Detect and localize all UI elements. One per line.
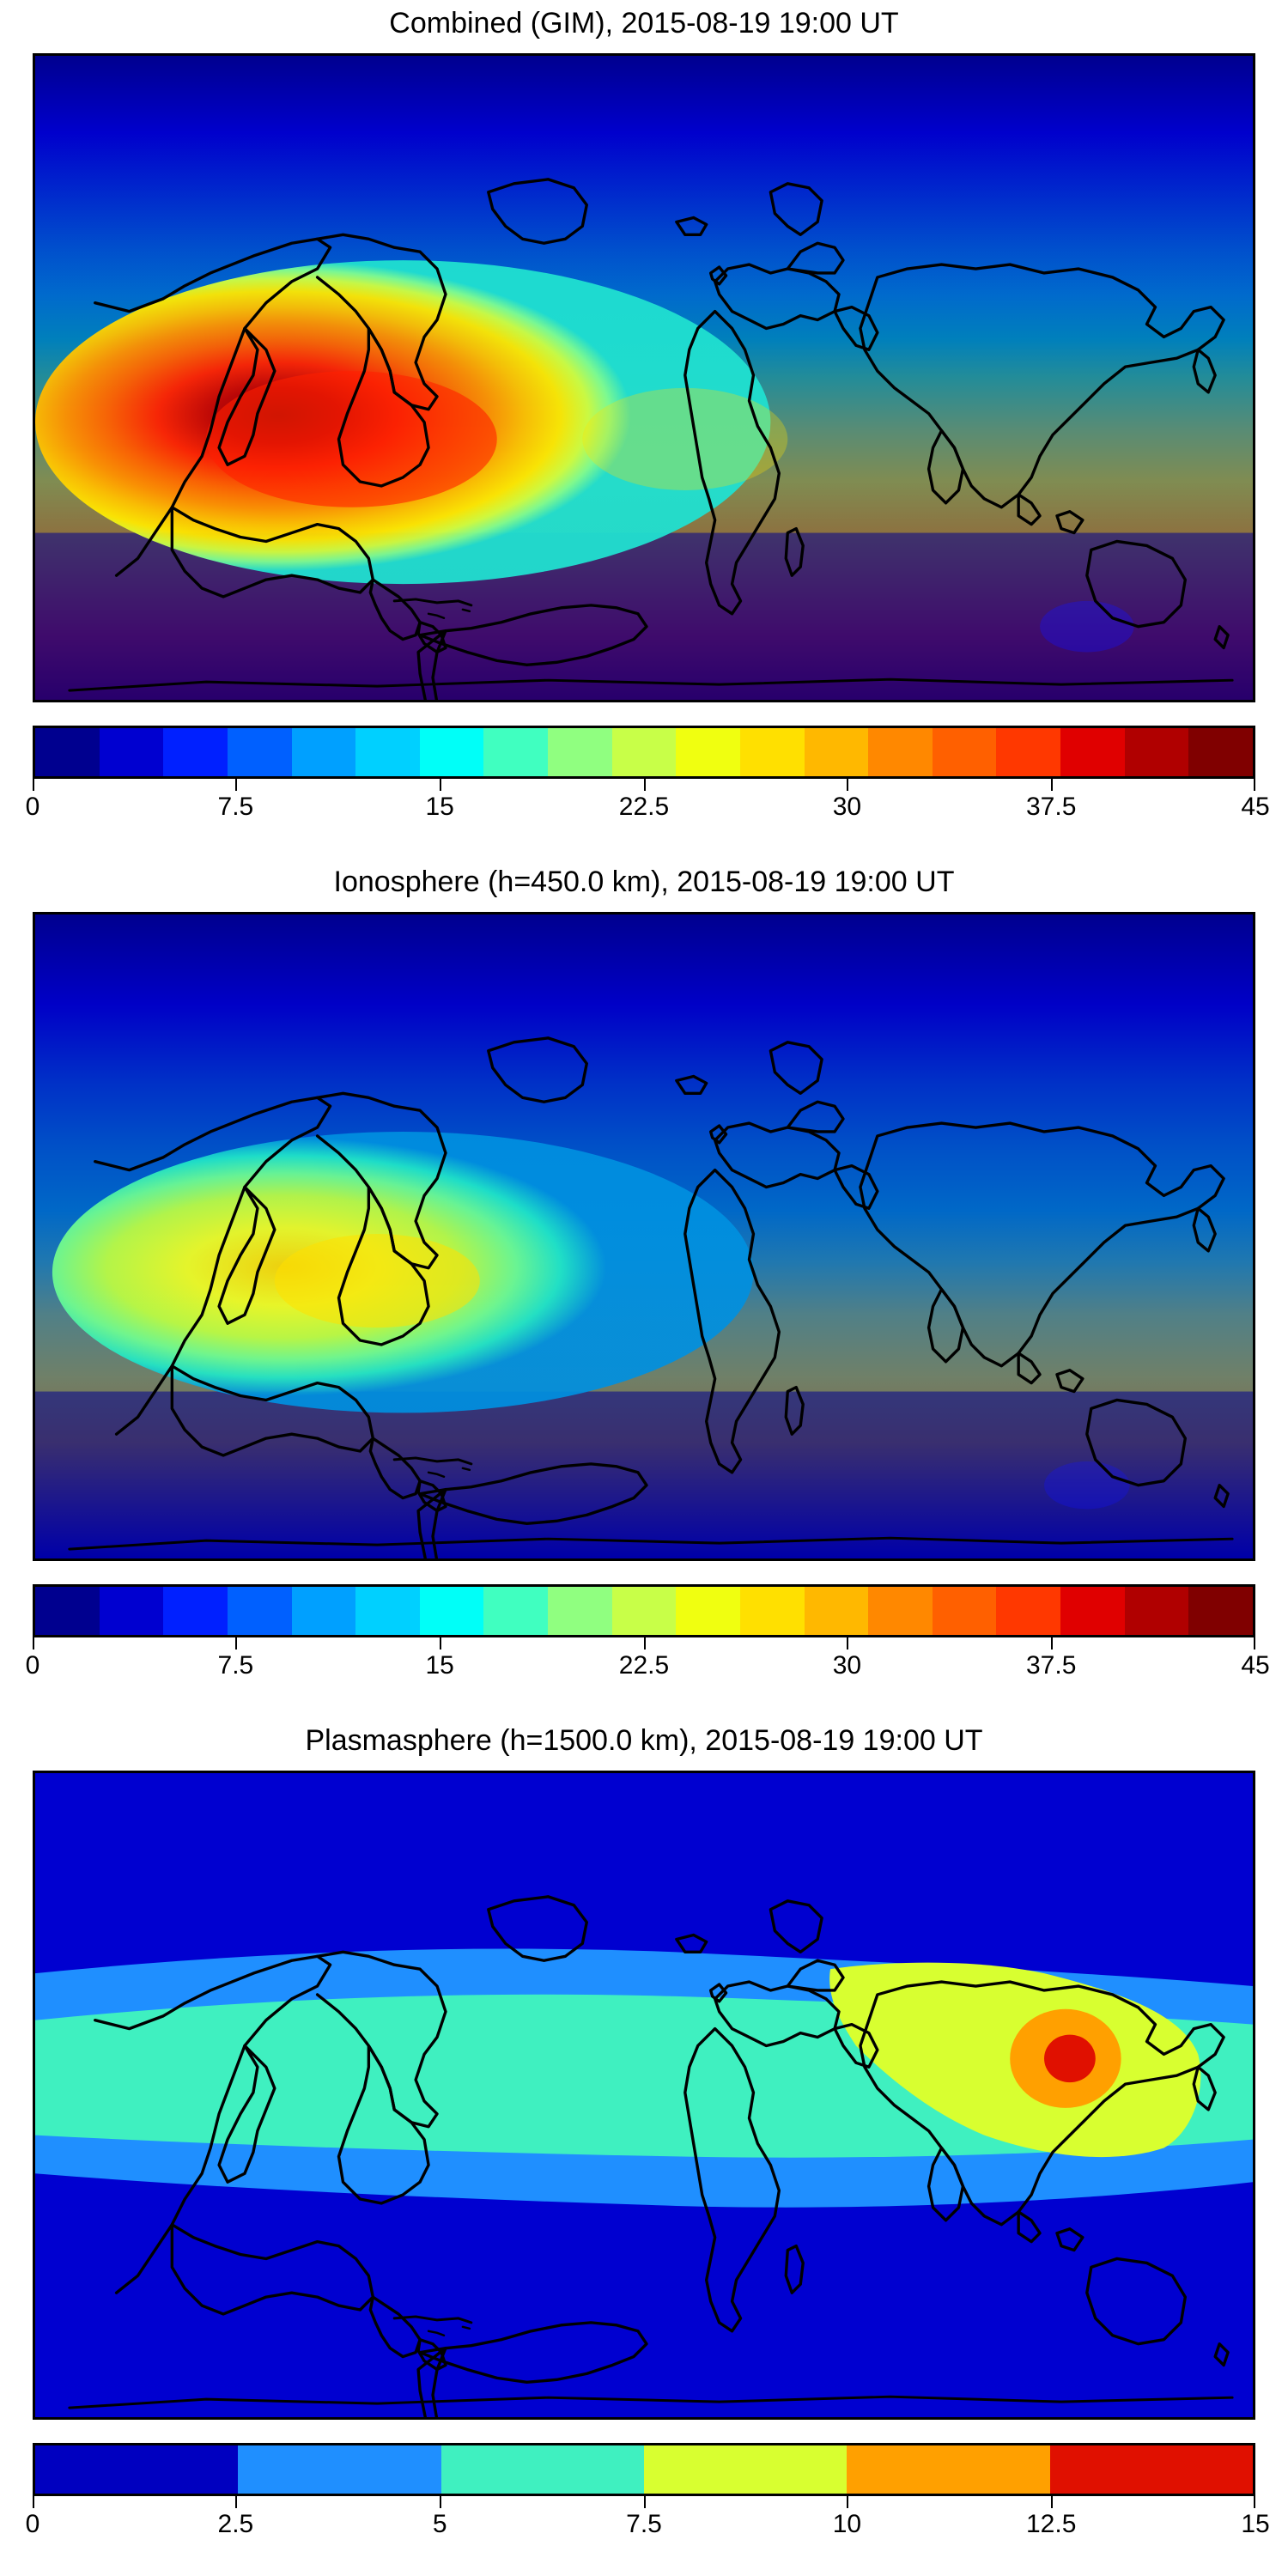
colorbar-ticks-combined	[33, 779, 1255, 791]
panel-title-combined: Combined (GIM), 2015-08-19 19:00 UT	[0, 7, 1288, 40]
colorbar-combined[interactable]: 0 7.5 15 22.5 30 37.5 45	[33, 726, 1255, 830]
colorbar-gradient-combined	[33, 726, 1255, 779]
triple-map-figure: { "panels": [ { "id": "combined", "title…	[0, 0, 1288, 2576]
colorbar-labels-ionosphere: 0 7.5 15 22.5 30 37.5 45	[33, 1649, 1255, 1689]
colorbar-labels-combined: 0 7.5 15 22.5 30 37.5 45	[33, 791, 1255, 830]
colorbar-ticks-plasmasphere	[33, 2496, 1255, 2508]
colorbar-ionosphere[interactable]: 0 7.5 15 22.5 30 37.5 45	[33, 1584, 1255, 1689]
panel-title-plasmasphere: Plasmasphere (h=1500.0 km), 2015-08-19 1…	[0, 1724, 1288, 1758]
map-ionosphere[interactable]	[33, 912, 1255, 1561]
map-plasmasphere[interactable]	[33, 1771, 1255, 2420]
panel-title-ionosphere: Ionosphere (h=450.0 km), 2015-08-19 19:0…	[0, 866, 1288, 899]
colorbar-labels-plasmasphere: 0 2.5 5 7.5 10 12.5 15	[33, 2508, 1255, 2548]
colorbar-plasmasphere[interactable]: 0 2.5 5 7.5 10 12.5 15	[33, 2443, 1255, 2548]
colorbar-gradient-plasmasphere	[33, 2443, 1255, 2496]
colorbar-gradient-ionosphere	[33, 1584, 1255, 1637]
map-combined[interactable]	[33, 53, 1255, 702]
colorbar-ticks-ionosphere	[33, 1637, 1255, 1649]
